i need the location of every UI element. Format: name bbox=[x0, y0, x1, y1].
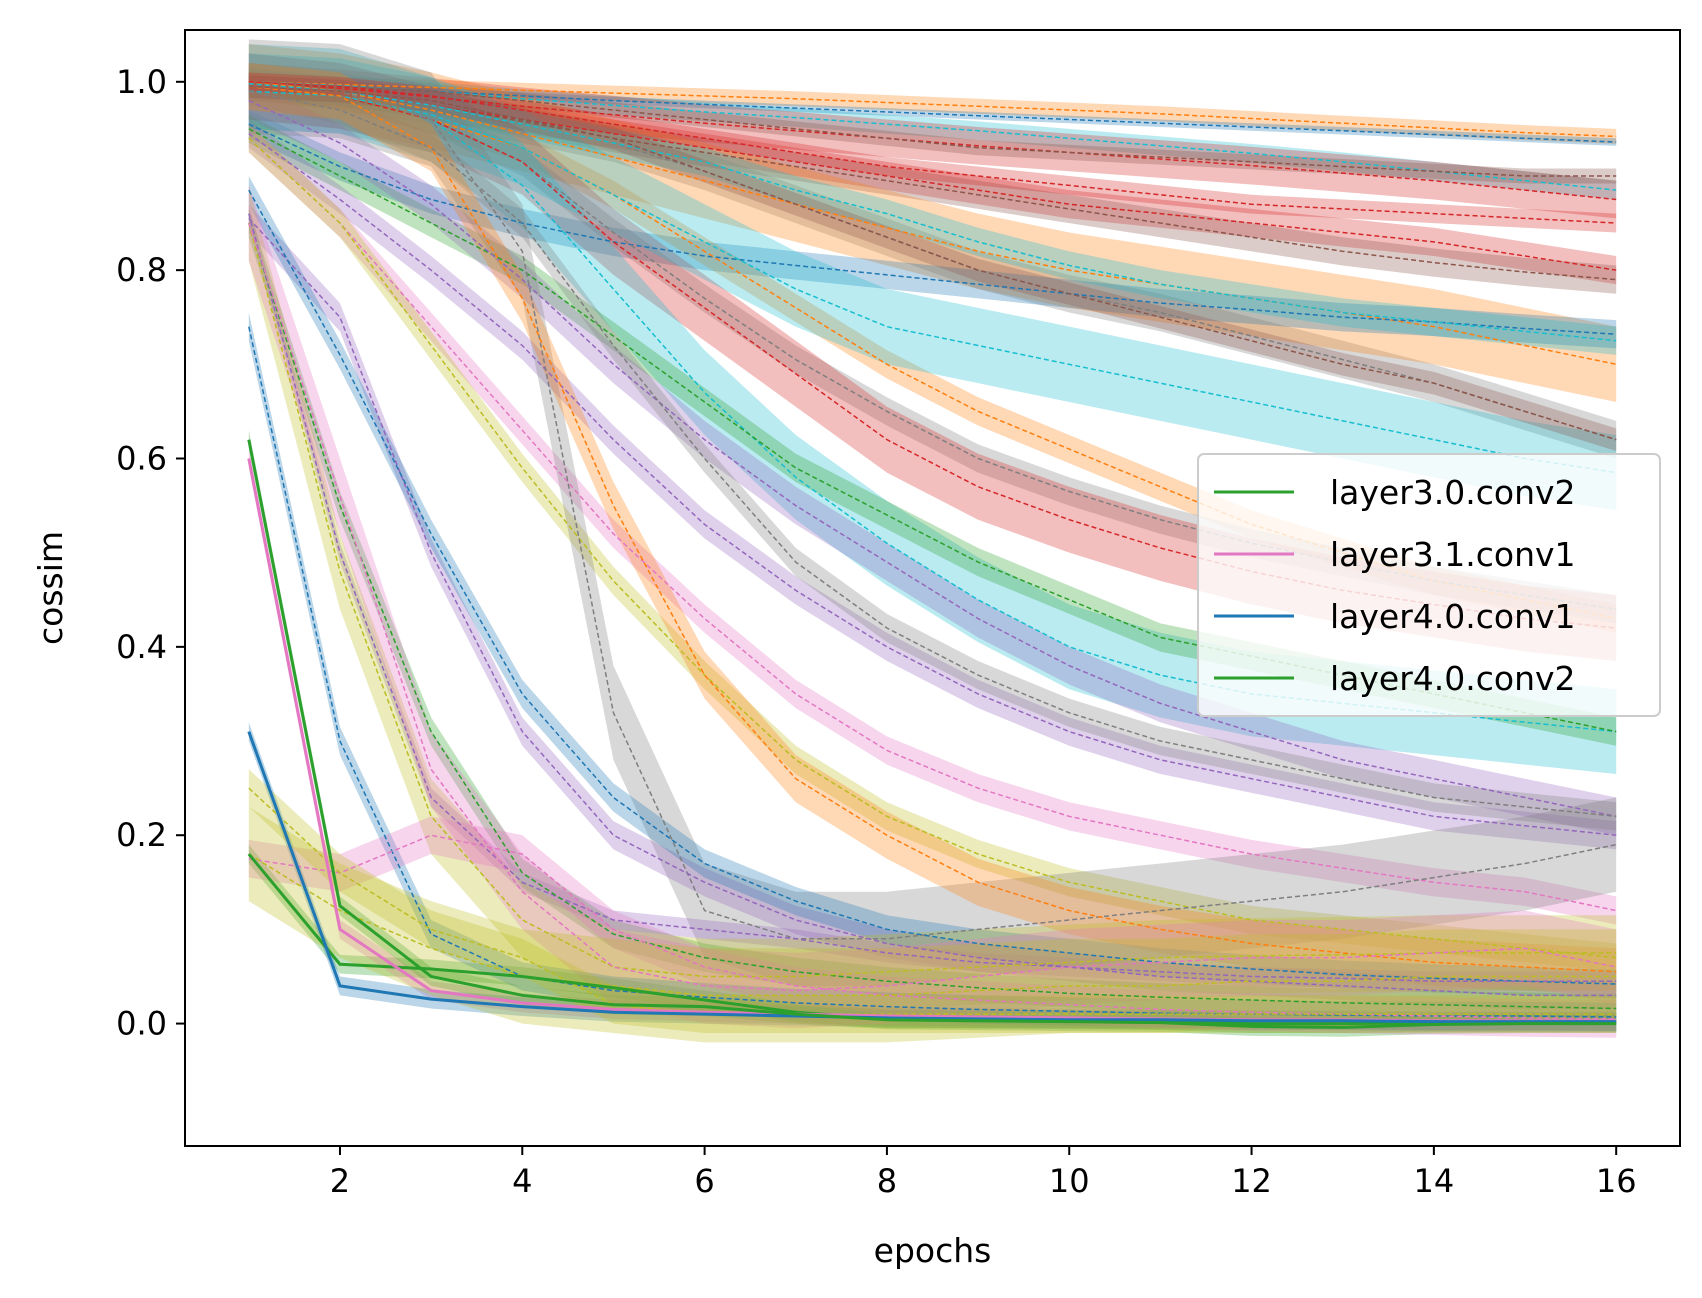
series-band-37 bbox=[248, 75, 1617, 451]
x-axis-label: epochs bbox=[874, 1231, 992, 1270]
series-band-10 bbox=[248, 67, 1617, 294]
series-line-8 bbox=[248, 82, 1617, 177]
series-band-4 bbox=[248, 74, 1617, 144]
series-line-31 bbox=[248, 222, 1617, 1010]
series-band-24 bbox=[248, 124, 1617, 925]
plot-area bbox=[247, 39, 1617, 1043]
series-band-9 bbox=[248, 72, 1617, 285]
series-line-6 bbox=[248, 81, 1617, 191]
x-tick-label: 4 bbox=[512, 1162, 532, 1200]
x-tick-label: 14 bbox=[1414, 1162, 1455, 1200]
series-line-7 bbox=[248, 81, 1617, 201]
series-line-13 bbox=[248, 123, 1617, 335]
series-line-32 bbox=[248, 222, 1617, 978]
series-line-10 bbox=[248, 81, 1617, 281]
series-line-19 bbox=[248, 90, 1617, 474]
series-band-6 bbox=[248, 72, 1617, 200]
series-band-5 bbox=[248, 78, 1617, 146]
series-line-9 bbox=[248, 85, 1617, 271]
series-line-26 bbox=[248, 85, 1617, 940]
x-tick-label: 6 bbox=[694, 1162, 714, 1200]
series-band-26 bbox=[248, 39, 1617, 986]
series-line-21 bbox=[248, 99, 1617, 818]
series-line-38 bbox=[248, 853, 1617, 997]
series-band-28 bbox=[248, 204, 1617, 1010]
series-line-28 bbox=[248, 217, 1617, 997]
series-line-14 bbox=[248, 82, 1617, 342]
y-tick-label: 0.6 bbox=[116, 440, 167, 478]
x-tick-label: 8 bbox=[877, 1162, 897, 1200]
y-tick-label: 1.0 bbox=[116, 63, 167, 101]
highlighted-series-lines bbox=[247, 439, 1617, 1029]
x-tick-label: 10 bbox=[1049, 1162, 1090, 1200]
series-band-2 bbox=[248, 722, 1617, 1032]
series-line-37 bbox=[248, 85, 1617, 441]
y-tick-label: 0.0 bbox=[116, 1005, 167, 1043]
series-line-layer4-0-conv1 bbox=[247, 731, 1617, 1024]
legend-label: layer3.1.conv1 bbox=[1330, 535, 1576, 574]
series-band-13 bbox=[248, 110, 1617, 349]
series-line-33 bbox=[248, 222, 1617, 992]
series-band-11 bbox=[248, 62, 1617, 459]
series-line-24 bbox=[248, 137, 1617, 912]
series-line-4 bbox=[248, 81, 1617, 138]
series-band-19 bbox=[248, 53, 1617, 511]
x-axis: 2 4 6 8 10 12 14 16 bbox=[330, 1146, 1637, 1200]
series-line-39 bbox=[248, 81, 1617, 224]
series-line-25 bbox=[248, 137, 1617, 959]
y-tick-label: 0.4 bbox=[116, 628, 167, 666]
series-band-7 bbox=[248, 62, 1617, 219]
series-line-30 bbox=[248, 213, 1617, 982]
series-band-21 bbox=[248, 81, 1617, 836]
series-band-17 bbox=[248, 53, 1617, 661]
legend-label: layer3.0.conv2 bbox=[1330, 473, 1576, 512]
series-band-39 bbox=[248, 72, 1617, 233]
legend: layer3.0.conv2 layer3.1.conv1 layer4.0.con… bbox=[1197, 453, 1661, 717]
x-tick-label: 2 bbox=[330, 1162, 350, 1200]
background-series-lines bbox=[248, 81, 1617, 1020]
series-line-35 bbox=[248, 834, 1617, 1020]
x-tick-label: 12 bbox=[1231, 1162, 1272, 1200]
series-band-32 bbox=[248, 185, 1617, 1015]
series-line-34 bbox=[248, 326, 1617, 1018]
series-band-8 bbox=[248, 76, 1617, 184]
legend-label: layer4.0.conv2 bbox=[1330, 659, 1576, 698]
series-band-18 bbox=[248, 44, 1617, 774]
series-band-36 bbox=[248, 769, 1617, 1033]
y-axis-label: cossim bbox=[31, 531, 70, 645]
y-tick-label: 0.8 bbox=[116, 251, 167, 289]
series-line-22 bbox=[248, 132, 1617, 836]
series-band-14 bbox=[248, 69, 1617, 355]
legend-box bbox=[1197, 453, 1661, 717]
series-line-15 bbox=[248, 85, 1617, 620]
y-tick-label: 0.2 bbox=[116, 816, 167, 854]
x-tick-label: 16 bbox=[1596, 1162, 1637, 1200]
series-line-5 bbox=[248, 81, 1617, 143]
y-axis: 0.0 0.2 0.4 0.6 0.8 1.0 bbox=[116, 63, 185, 1043]
series-line-layer4-0-conv2 bbox=[247, 439, 1617, 1029]
series-line-29 bbox=[248, 189, 1617, 985]
axes-frame bbox=[184, 29, 1681, 1147]
series-line-27 bbox=[248, 85, 1617, 973]
legend-label: layer4.0.conv1 bbox=[1330, 597, 1576, 636]
series-band-16 bbox=[248, 72, 1617, 624]
